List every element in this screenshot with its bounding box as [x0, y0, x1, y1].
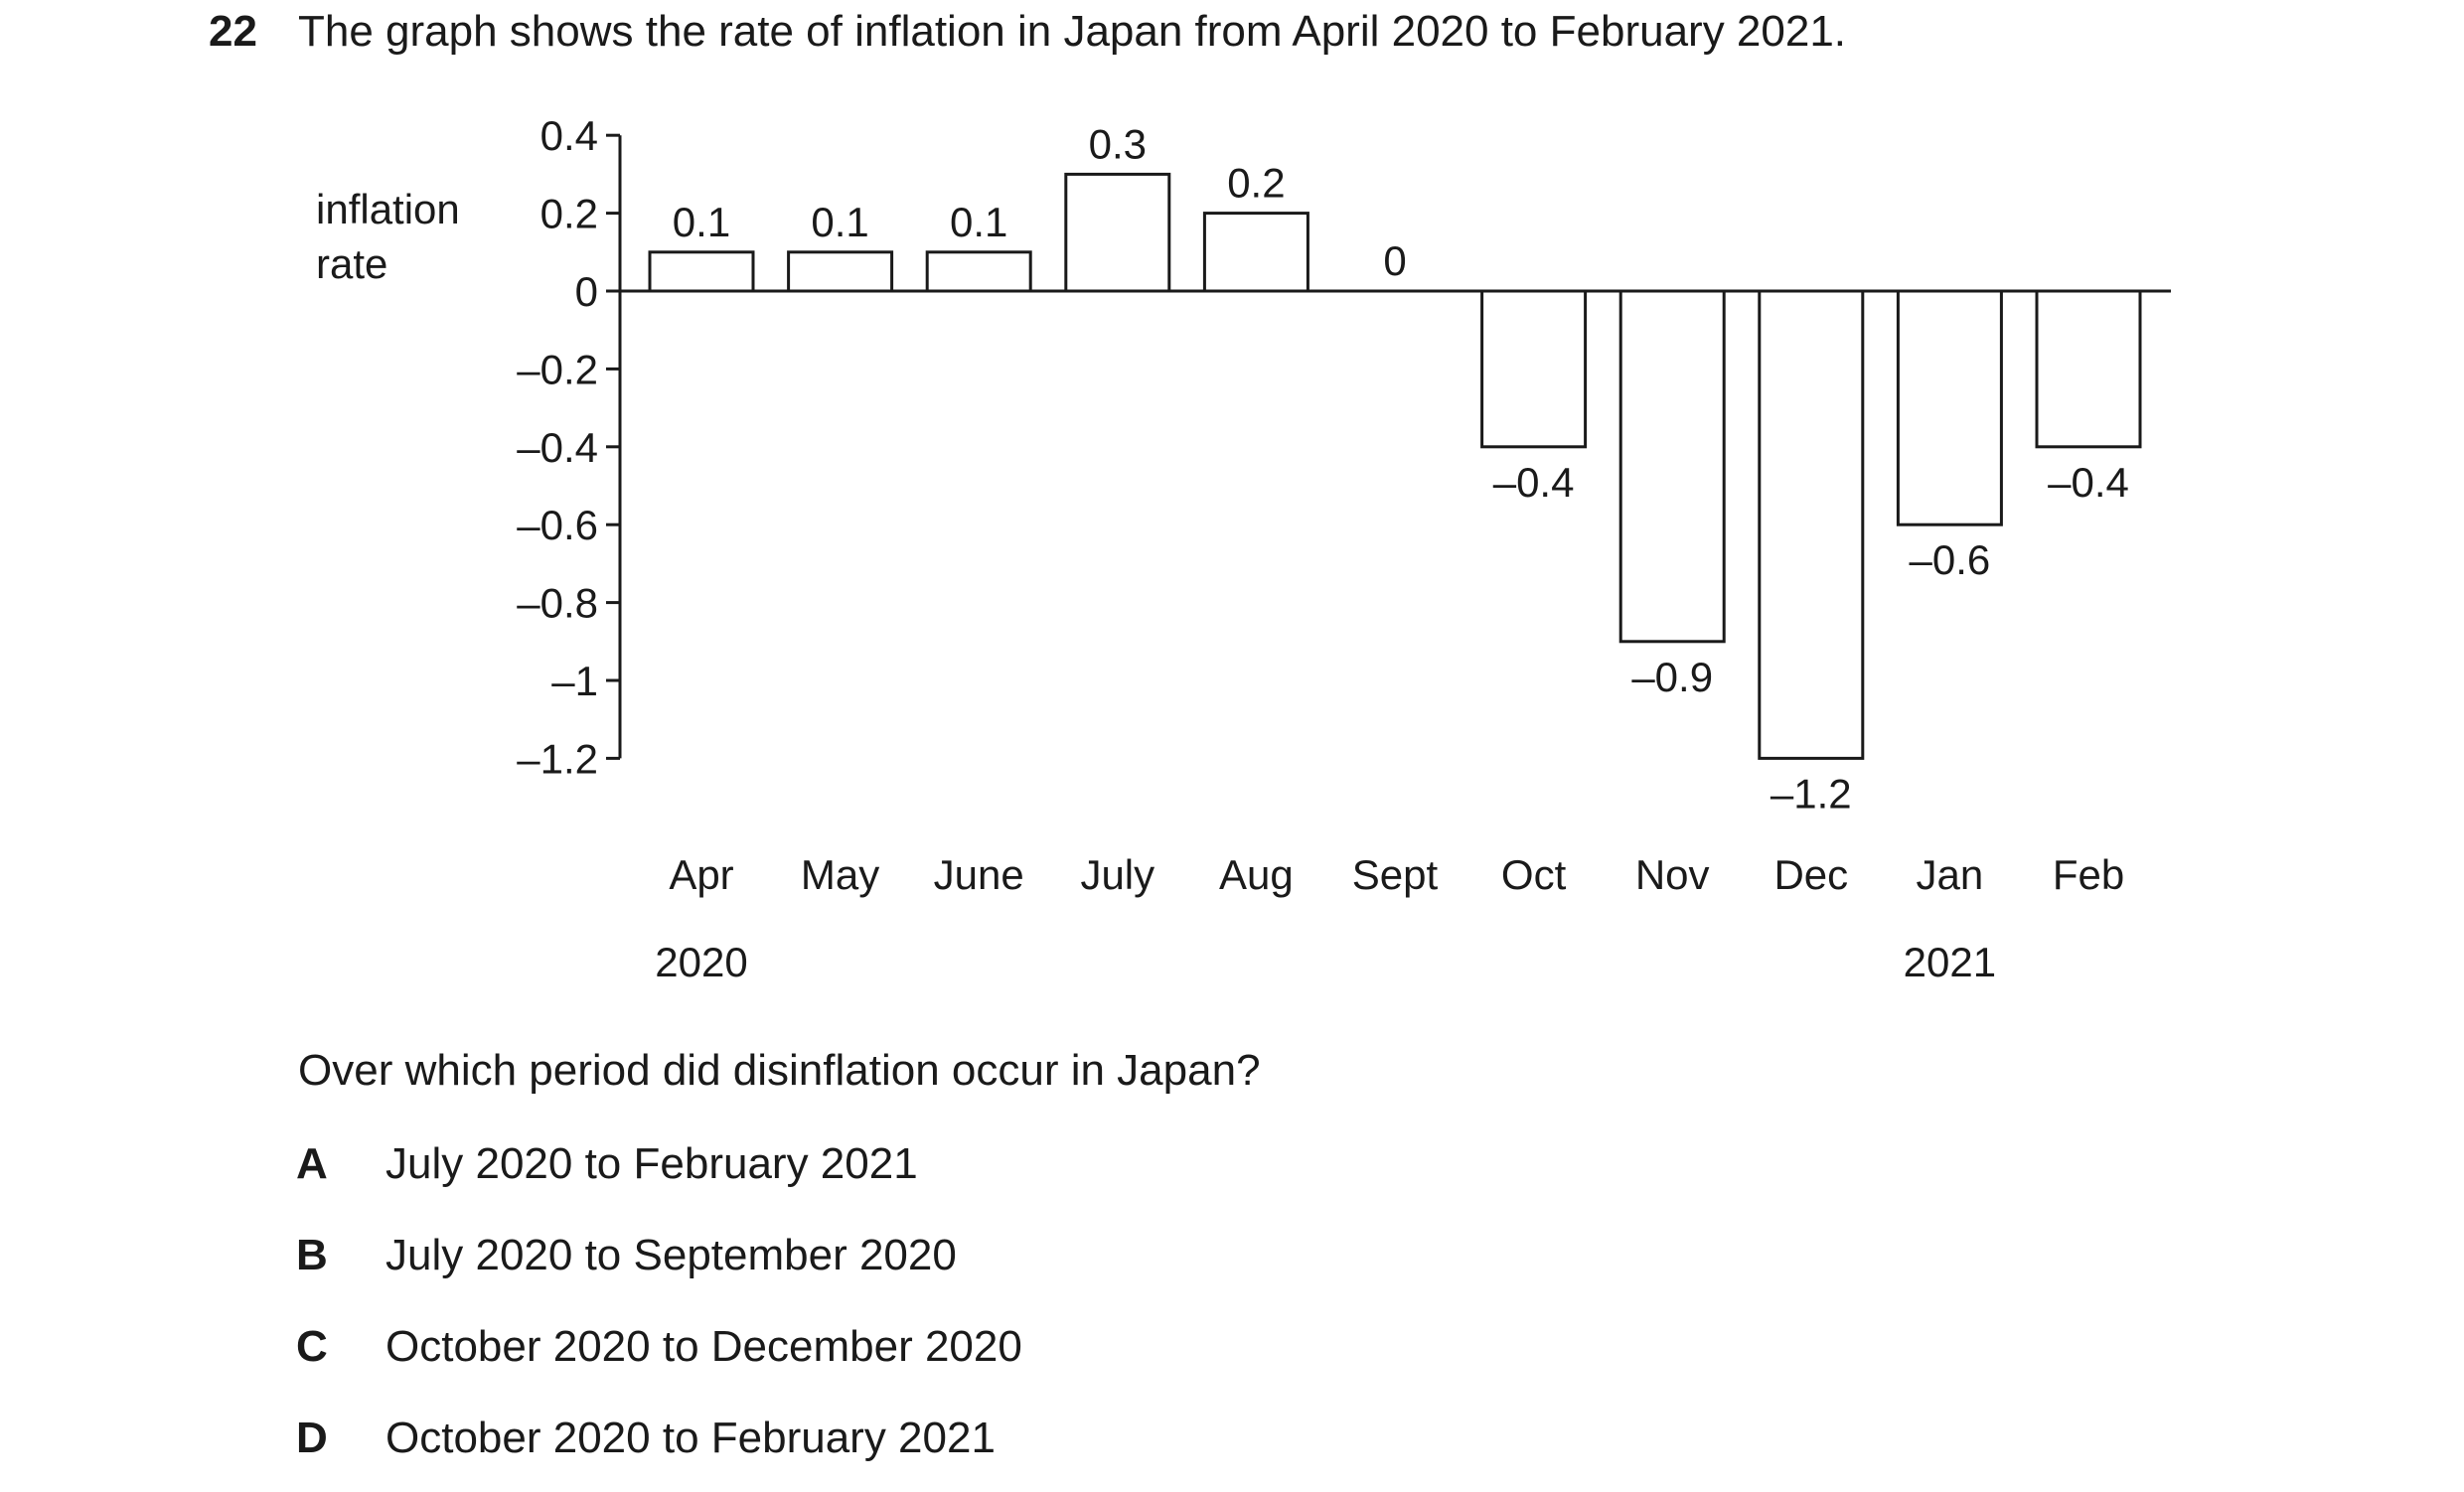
option-a-letter: A	[296, 1139, 328, 1188]
option-d-text: October 2020 to February 2021	[385, 1414, 996, 1462]
inflation-bar-chart: 0.4 0.2 0 –0.2 –0.4 –0.6 –0.8 –1 –1.2 inflation ra…	[316, 112, 2171, 985]
data-label: –0.9	[1631, 654, 1713, 700]
option-b-text: July 2020 to September 2020	[385, 1231, 957, 1279]
x-tick-label: May	[801, 851, 879, 898]
x-tick-label: June	[934, 851, 1024, 898]
data-label: –0.4	[1493, 459, 1575, 506]
x-tick-label: July	[1080, 851, 1155, 898]
data-label: –1.2	[1771, 770, 1852, 817]
y-tick-label: –0.8	[517, 580, 598, 627]
question-number: 22	[209, 7, 257, 56]
x-tick-label: Apr	[669, 851, 733, 898]
y-axis-label-line-1: inflation	[316, 186, 460, 232]
y-axis-label-line-2: rate	[316, 240, 387, 287]
option-d-letter: D	[296, 1414, 328, 1462]
x-tick-label: Oct	[1501, 851, 1567, 898]
data-label: –0.6	[1910, 536, 1991, 583]
data-label: 0.1	[950, 199, 1007, 245]
option-a-text: July 2020 to February 2021	[385, 1139, 918, 1188]
y-tick-label: 0.4	[540, 112, 598, 159]
x-tick-label: Dec	[1773, 851, 1848, 898]
x-tick-label: Aug	[1219, 851, 1294, 898]
year-label: 2020	[655, 939, 747, 985]
data-label: 0.3	[1089, 120, 1147, 167]
y-tick-label: –0.4	[517, 424, 598, 471]
bar-dec	[1758, 289, 1865, 760]
option-c-letter: C	[296, 1322, 328, 1371]
x-tick-label: Feb	[2053, 851, 2124, 898]
bar-aug	[1202, 212, 1309, 293]
y-tick-label: –0.6	[517, 502, 598, 548]
data-label: 0	[1383, 237, 1406, 284]
bar-oct	[1480, 289, 1588, 449]
y-tick-label: –0.2	[517, 346, 598, 392]
y-tick-label: –1.2	[517, 735, 598, 782]
bar-may	[787, 250, 894, 293]
y-tick-label: 0.2	[540, 191, 598, 237]
y-tick-label: 0	[575, 268, 598, 315]
bar-nov	[1618, 289, 1726, 644]
data-label: 0.1	[811, 199, 868, 245]
option-c-text: October 2020 to December 2020	[385, 1322, 1022, 1371]
year-label: 2021	[1904, 939, 1996, 985]
bar-feb	[2035, 289, 2142, 449]
x-tick-label: Nov	[1635, 851, 1710, 898]
bar-jan	[1896, 289, 2003, 526]
option-b-letter: B	[296, 1231, 328, 1279]
question-prompt: Over which period did disinflation occur…	[298, 1046, 1261, 1095]
data-label: 0.2	[1227, 160, 1285, 207]
data-label: –0.4	[2048, 459, 2129, 506]
bar-june	[925, 250, 1032, 293]
y-tick-label: –1	[551, 658, 598, 704]
x-tick-label: Sept	[1352, 851, 1439, 898]
data-label: 0.1	[673, 199, 730, 245]
x-tick-label: Jan	[1917, 851, 1984, 898]
bar-july	[1064, 172, 1171, 293]
bar-apr	[648, 250, 755, 293]
question-text: The graph shows the rate of inflation in…	[298, 7, 1847, 56]
